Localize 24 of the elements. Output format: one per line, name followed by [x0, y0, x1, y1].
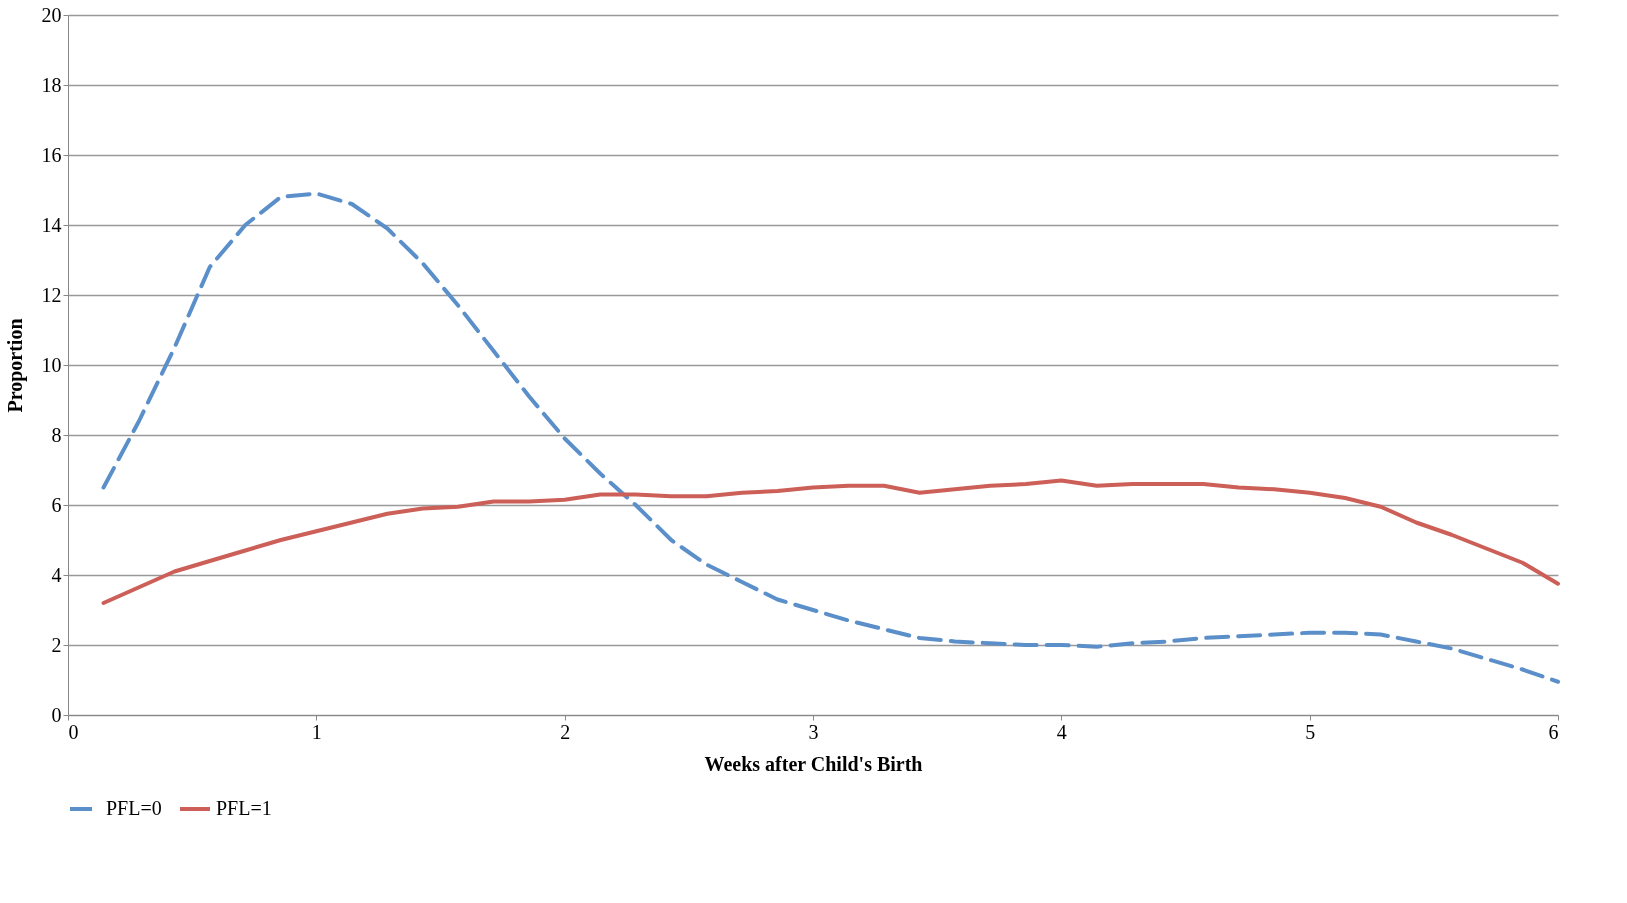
- y-tick-label: 8: [51, 423, 62, 446]
- x-axis-title: Weeks after Child's Birth: [704, 752, 923, 775]
- x-tick-label: 4: [1056, 720, 1067, 743]
- y-tick-label: 14: [41, 213, 62, 236]
- x-tick-label: 2: [560, 720, 571, 743]
- y-tick-label: 0: [51, 703, 62, 726]
- y-tick-label: 4: [51, 563, 62, 586]
- y-tick-label: 10: [41, 353, 62, 376]
- x-tick-label: 6: [1548, 720, 1559, 743]
- x-tick-label: 0: [68, 720, 79, 743]
- y-tick-label: 12: [41, 283, 62, 306]
- line-series: [101, 191, 1560, 684]
- y-tick-label: 6: [51, 493, 62, 516]
- y-tick-label: 20: [41, 3, 62, 26]
- y-tick-label: 2: [51, 633, 62, 656]
- y-tick-label: 16: [41, 143, 62, 166]
- y-tick-label: 18: [41, 73, 62, 96]
- y-axis-title: Proportion: [3, 318, 27, 413]
- line-series: [101, 478, 1560, 605]
- legend-label: PFL=0: [106, 797, 162, 819]
- x-tick-label: 5: [1305, 720, 1316, 743]
- x-tick-label: 1: [311, 720, 322, 743]
- legend-label: PFL=1: [216, 797, 272, 819]
- x-tick-label: 3: [808, 720, 819, 743]
